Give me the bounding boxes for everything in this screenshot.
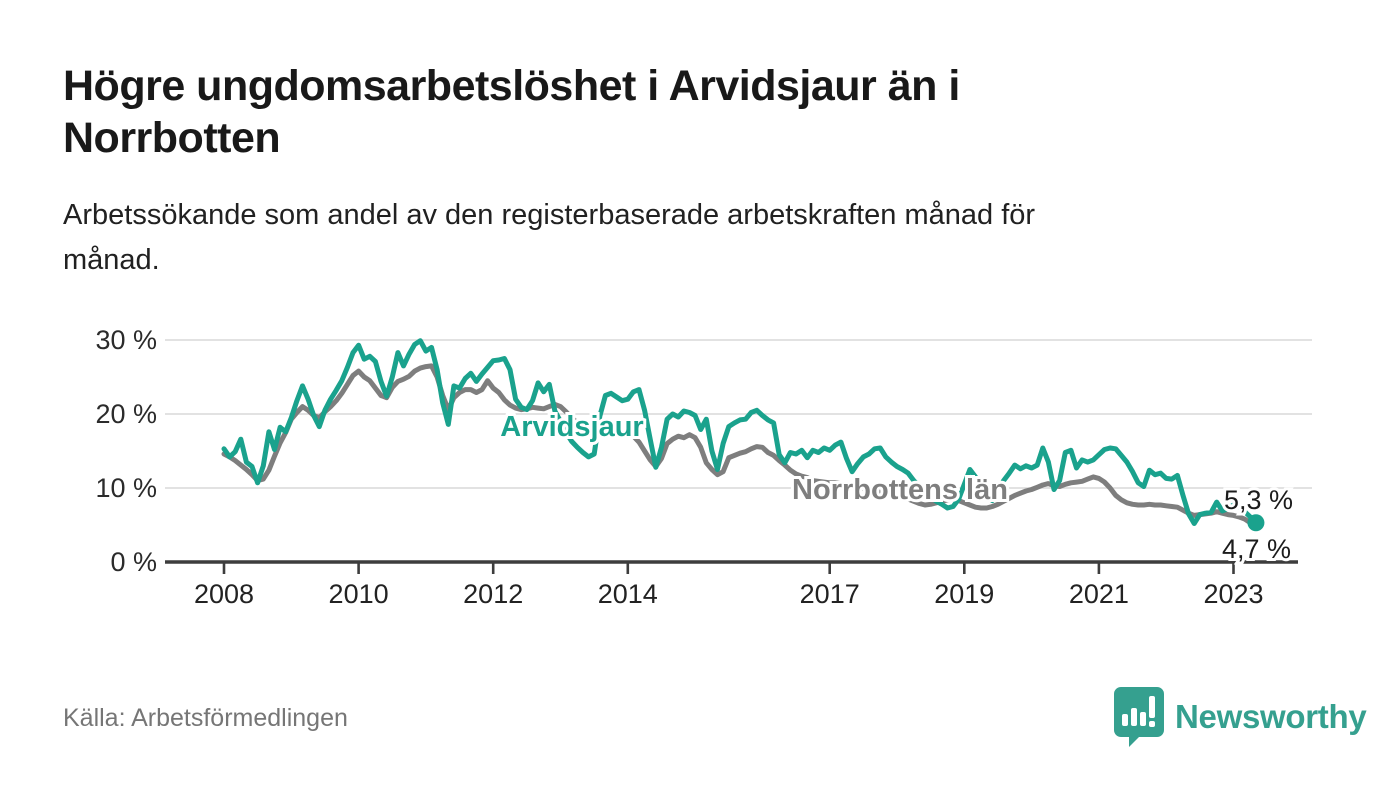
page-title: Högre ungdomsarbetslöshet i Arvidsjaur ä… xyxy=(63,60,1333,165)
newsworthy-bubble-chart-icon xyxy=(1114,687,1164,747)
y-tick-label-10: 10 % xyxy=(95,473,157,503)
x-tick-label-2017: 2017 xyxy=(800,579,860,609)
x-tick-label-2019: 2019 xyxy=(934,579,994,609)
end-value-label-norrbottens-l-n: 4,7 % xyxy=(1222,534,1291,564)
series-label-norrbottens-l-n: Norrbottens län xyxy=(792,474,1008,506)
x-tick-label-2021: 2021 xyxy=(1069,579,1129,609)
x-tick-label-2023: 2023 xyxy=(1203,579,1263,609)
y-tick-label-20: 20 % xyxy=(95,399,157,429)
logo-wordmark: Newsworthy xyxy=(1175,698,1367,735)
y-tick-label-30: 30 % xyxy=(95,325,157,355)
end-value-label-arvidsjaur: 5,3 % xyxy=(1224,485,1293,515)
series-line-arvidsjaur xyxy=(221,338,1259,526)
chart-subtitle: Arbetssökande som andel av den registerb… xyxy=(63,193,1283,283)
newsworthy-logo: Newsworthy xyxy=(1113,686,1367,748)
x-tick-label-2014: 2014 xyxy=(598,579,658,609)
x-tick-label-2012: 2012 xyxy=(463,579,523,609)
title-line-2: Norrbotten xyxy=(63,114,281,163)
subtitle-line-2: månad. xyxy=(63,243,160,276)
series-label-arvidsjaur: Arvidsjaur xyxy=(500,411,643,443)
series-line-norrbottens-l-n xyxy=(221,363,1259,530)
subtitle-line-1: Arbetssökande som andel av den registerb… xyxy=(63,199,1036,231)
series-end-dot xyxy=(1247,514,1265,532)
source-note: Källa: Arbetsförmedlingen xyxy=(63,704,348,732)
x-tick-label-2008: 2008 xyxy=(194,579,254,609)
title-line-1: Högre ungdomsarbetslöshet i Arvidsjaur ä… xyxy=(63,62,960,110)
x-tick-label-2010: 2010 xyxy=(329,579,389,609)
y-tick-label-0: 0 % xyxy=(110,547,157,577)
